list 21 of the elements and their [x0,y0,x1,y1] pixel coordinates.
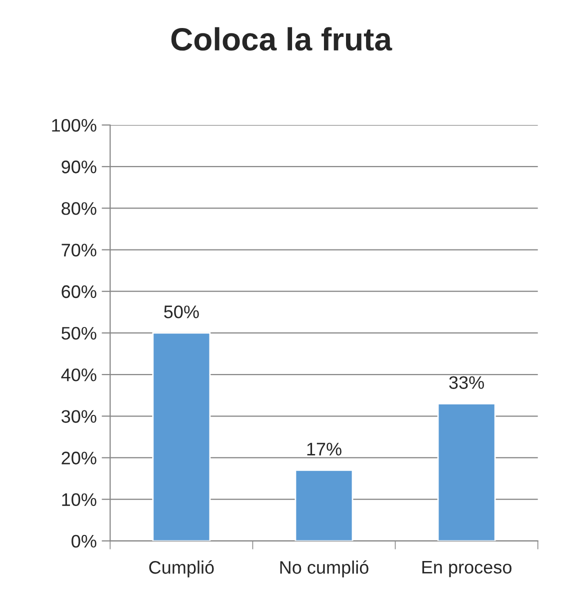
x-tick-label: No cumplió [280,560,368,578]
y-tick-label: 90% [62,160,96,174]
y-tick-label: 70% [62,244,96,256]
y-tick-label: 60% [62,285,96,298]
bar [437,402,496,541]
y-tick-label: 20% [62,452,96,464]
y-tick-label: 0% [72,534,96,548]
y-tick-label: 100% [52,118,96,132]
chart-title: Coloca la fruta [171,27,392,51]
y-tick-label: 50% [62,326,96,340]
y-tick-label: 40% [61,368,96,382]
y-tick-label: 80% [62,202,96,215]
data-label: 17% [307,442,342,456]
data-label: 50% [164,305,199,318]
y-tick-label: 10% [62,493,96,506]
x-tick-label: En proceso [422,561,512,578]
bar [294,470,354,541]
bar [152,332,211,541]
x-tick-label: Cumplió [149,560,214,578]
y-tick-label: 30% [62,410,96,423]
data-label: 33% [449,376,484,389]
